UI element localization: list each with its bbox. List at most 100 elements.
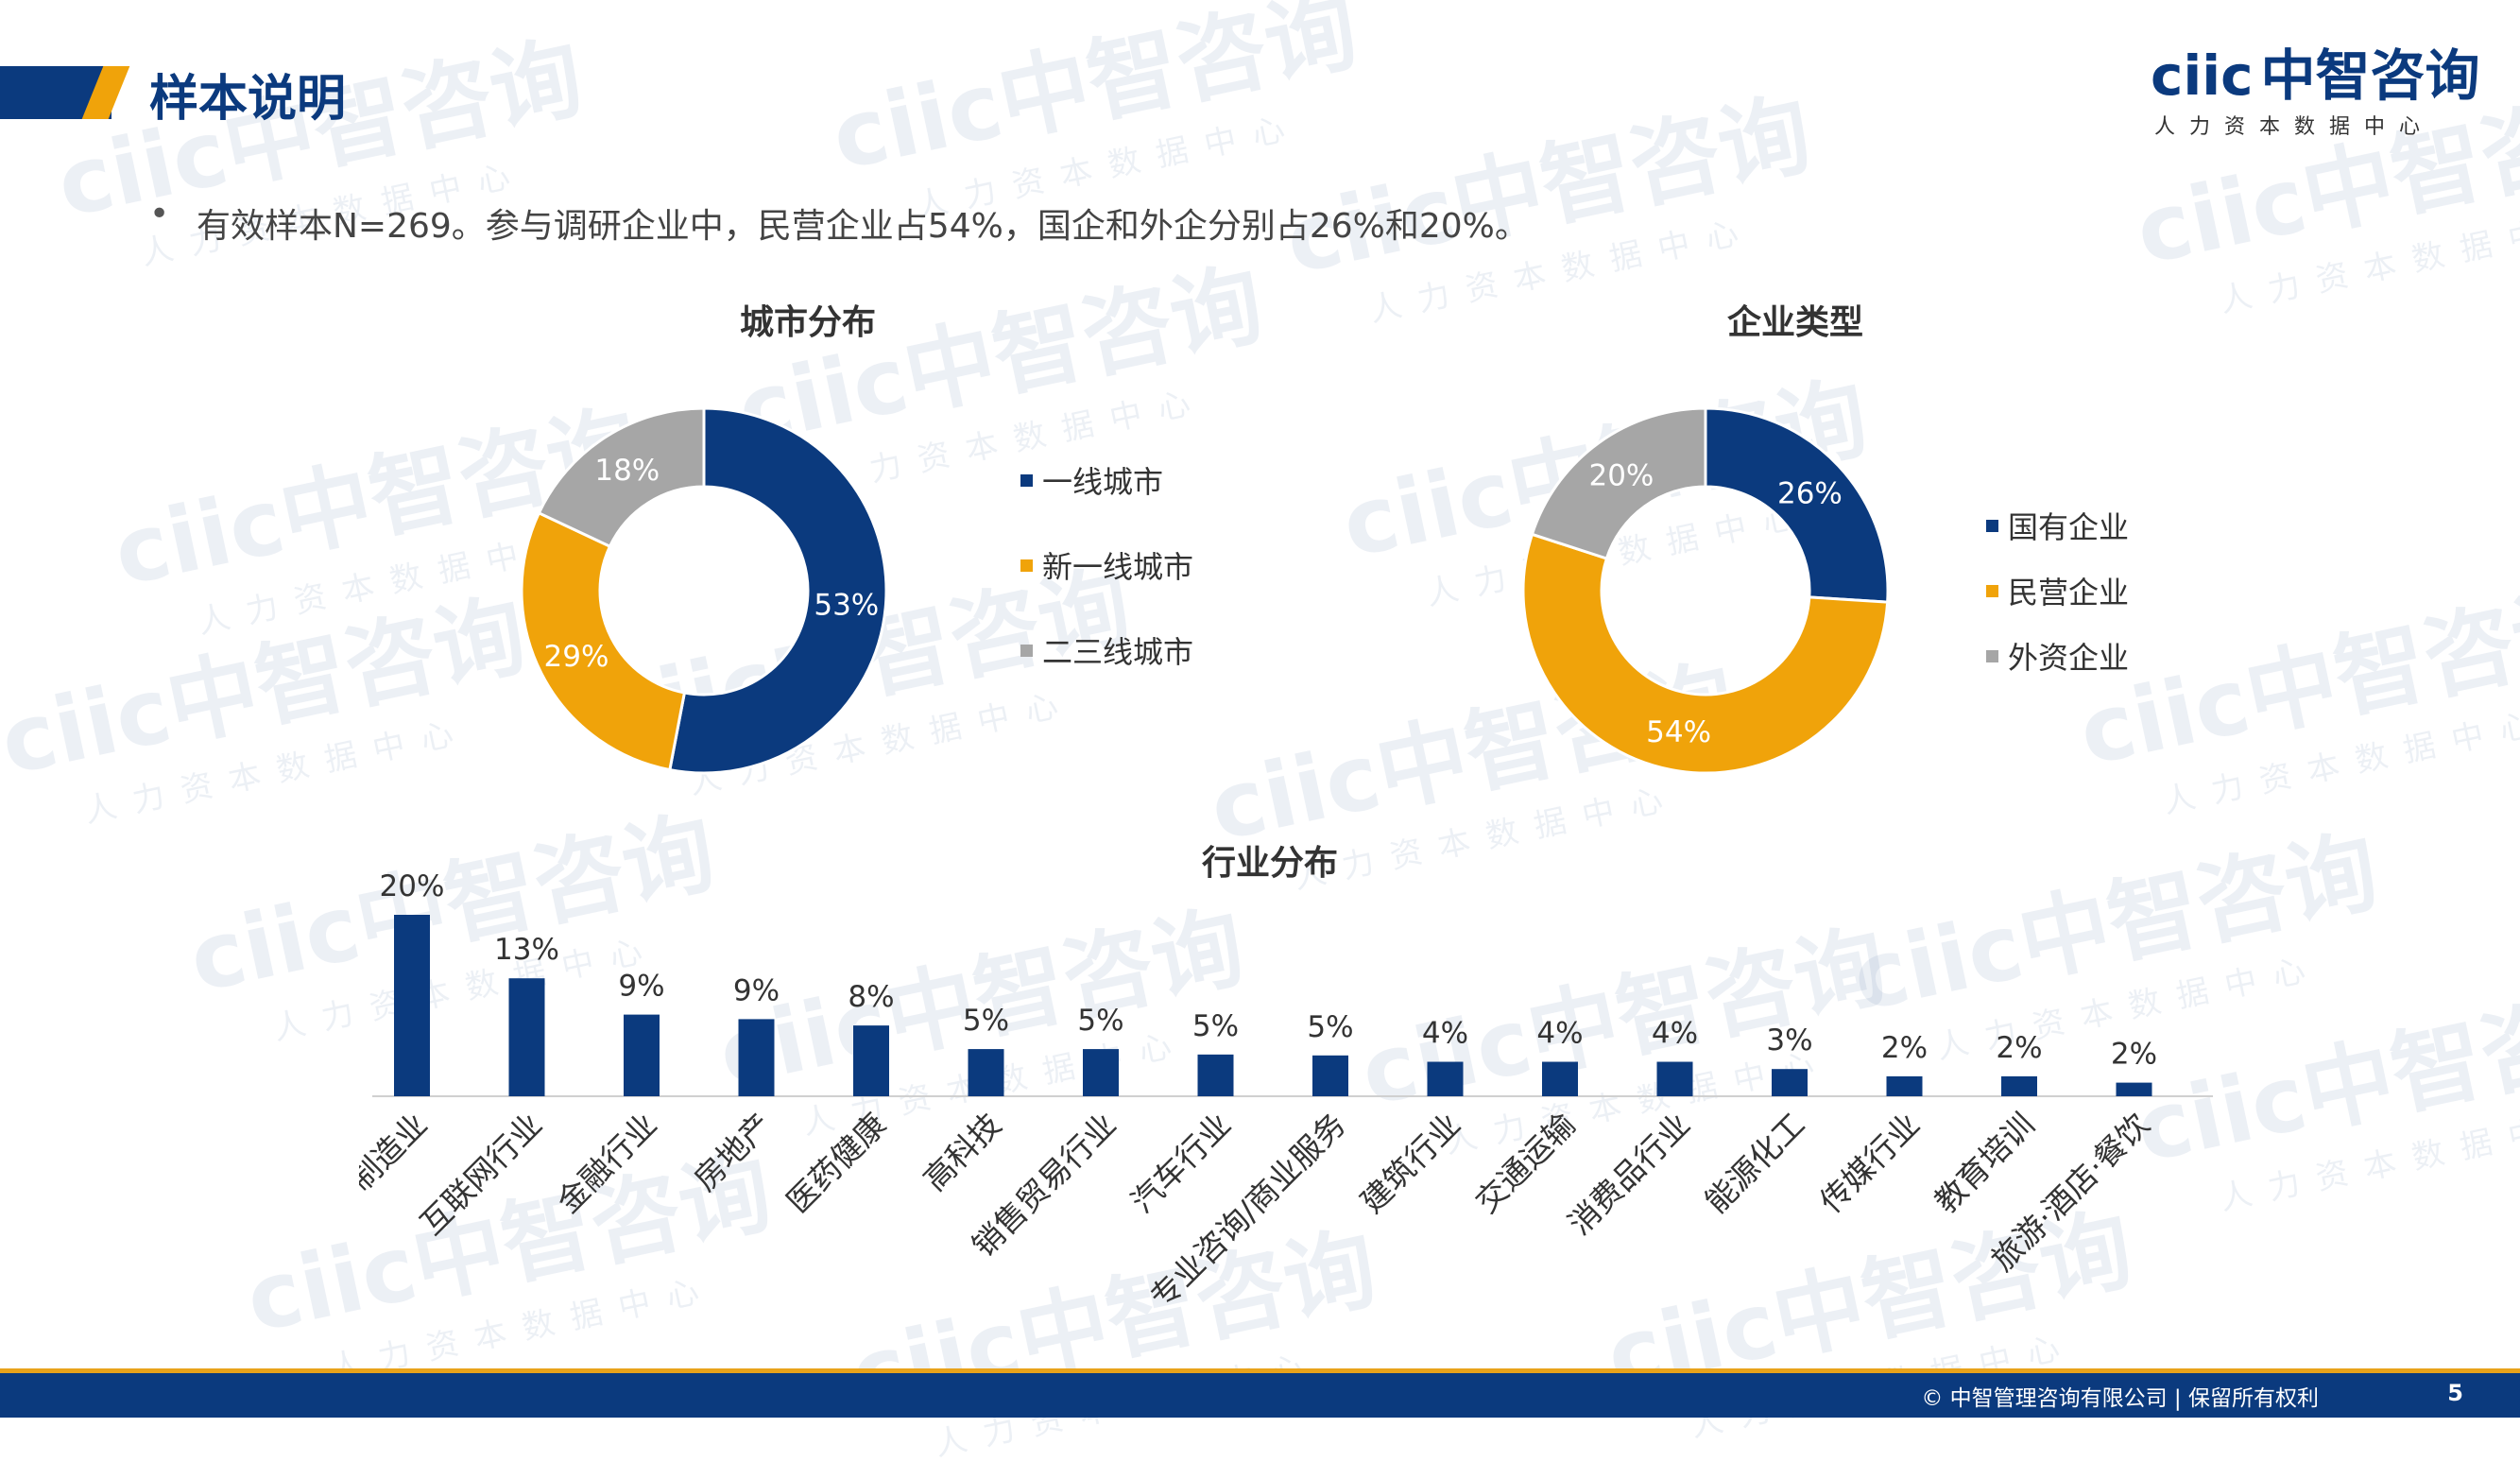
legend-label: 民营企业 (2008, 575, 2130, 611)
bar-value-label-5: 5% (963, 1004, 1009, 1038)
watermark-logo: ciic中智咨询 (823, 0, 1366, 191)
city-slice-label-2: 18% (594, 454, 660, 488)
bar-4 (853, 1025, 889, 1096)
bar-value-label-11: 4% (1652, 1017, 1698, 1051)
watermark-subtitle: 人力资本数据中心 (80, 712, 473, 832)
bar-11 (1656, 1061, 1693, 1096)
legend-label: 一线城市 (1042, 464, 1164, 500)
bar-value-label-9: 4% (1422, 1017, 1468, 1051)
city-slice-label-0: 53% (814, 588, 879, 622)
bar-category-label-9: 建筑行业 (1353, 1106, 1467, 1220)
city-slice-0 (668, 406, 888, 775)
industry-bar-chart: 20%制造业13%互联网行业9%金融行业9%房地产8%医药健康5%高科技5%销售… (359, 869, 2213, 1316)
bar-13 (1886, 1075, 1923, 1096)
enterprise-slice-label-0: 26% (1777, 476, 1843, 510)
bar-category-label-5: 高科技 (917, 1106, 1009, 1198)
bar-value-label-8: 5% (1307, 1010, 1353, 1044)
bar-value-label-14: 2% (1996, 1031, 2042, 1065)
bar-14 (2001, 1075, 2037, 1096)
bar-category-label-14: 教育培训 (1928, 1106, 2042, 1220)
legend-swatch (1986, 519, 1998, 532)
page-title: 样本说明 (149, 71, 347, 128)
city-chart-title: 城市分布 (740, 303, 877, 342)
city-slice-1 (520, 510, 687, 772)
logo-ciic: ciic (2151, 43, 2254, 108)
footer-bar (0, 1373, 2520, 1418)
legend-item-new-tier1: 新一线城市 (1020, 546, 1194, 585)
bar-value-label-10: 4% (1536, 1017, 1583, 1051)
enterprise-slice-label-2: 20% (1588, 458, 1654, 492)
footer-copyright: © 中智管理咨询有限公司 | 保留所有权利 (1921, 1386, 2319, 1411)
bar-category-label-0: 制造业 (359, 1106, 435, 1198)
watermark-subtitle: 人力资本数据中心 (2159, 702, 2520, 822)
bar-0 (394, 915, 430, 1096)
watermark-logo: ciic中智咨询 (0, 580, 535, 796)
enterprise-slice-label-1: 54% (1646, 715, 1711, 749)
bar-category-label-13: 传媒行业 (1812, 1106, 1927, 1220)
ciic-logo: ciic 中智咨询 人力资本数据中心 (2151, 43, 2480, 140)
bar-value-label-6: 5% (1077, 1004, 1123, 1038)
watermark-logo: ciic中智咨询 (2070, 571, 2520, 786)
page-number: 5 (2447, 1380, 2463, 1406)
bullet-icon: • (149, 195, 170, 233)
watermark-subtitle: 人力资本数据中心 (2216, 1099, 2520, 1219)
city-legend: 一线城市 新一线城市 二三线城市 (1020, 461, 1193, 716)
industry-chart-title: 行业分布 (1202, 844, 1339, 883)
watermark: ciic中智咨询人力资本数据中心 (0, 560, 545, 845)
watermark-subtitle: 人力资本数据中心 (2216, 201, 2520, 321)
enterprise-chart-title: 企业类型 (1727, 303, 1864, 342)
logo-name: 中智咨询 (2260, 43, 2480, 108)
bar-12 (1772, 1069, 1808, 1096)
enterprise-slice-0 (1704, 406, 1890, 604)
bar-2 (624, 1014, 660, 1096)
bar-value-label-0: 20% (380, 869, 445, 903)
summary-text: 有效样本N=269。参与调研企业中，民营企业占54%，国企和外企分别占26%和2… (197, 207, 1529, 246)
enterprise-donut-chart: 26% 54% 20% (1521, 406, 1890, 775)
logo-subtitle: 人力资本数据中心 (2154, 115, 2435, 139)
bar-value-label-7: 5% (1192, 1009, 1239, 1043)
city-donut-chart: 53% 29% 18% (520, 406, 888, 775)
bar-8 (1312, 1055, 1348, 1096)
bar-value-label-2: 9% (618, 970, 664, 1004)
bar-3 (738, 1019, 775, 1096)
bar-value-label-4: 8% (848, 980, 894, 1014)
logo-mark: ciic 中智咨询 (2151, 43, 2480, 108)
bar-category-label-12: 能源化工 (1698, 1106, 1812, 1220)
legend-item-private: 民营企业 (1986, 572, 2130, 611)
city-slice-label-1: 29% (544, 640, 609, 674)
watermark: ciic中智咨询人力资本数据中心 (2066, 551, 2520, 835)
watermark-logo: ciic中智咨询 (1277, 79, 1820, 295)
enterprise-slice-2 (1530, 406, 1707, 560)
legend-item-tier23: 二三线城市 (1020, 631, 1194, 670)
legend-swatch (1020, 644, 1033, 657)
bar-category-label-3: 房地产 (687, 1106, 780, 1198)
legend-label: 新一线城市 (1042, 549, 1194, 585)
bar-value-label-13: 2% (1881, 1031, 1928, 1065)
footer-accent-line (0, 1368, 2520, 1373)
legend-item-tier1: 一线城市 (1020, 461, 1193, 500)
legend-label: 二三线城市 (1042, 634, 1194, 670)
legend-swatch (1020, 559, 1033, 572)
bar-10 (1542, 1061, 1578, 1096)
bar-value-label-12: 3% (1766, 1023, 1812, 1058)
bar-category-label-8: 专业咨询/商业服务 (1143, 1106, 1353, 1316)
bar-category-label-1: 互联网行业 (413, 1106, 549, 1242)
legend-label: 外资企业 (2008, 640, 2130, 676)
bar-9 (1427, 1061, 1464, 1096)
bar-category-label-7: 汽车行业 (1123, 1106, 1238, 1220)
bar-15 (2116, 1082, 2152, 1096)
bar-value-label-15: 2% (2111, 1038, 2157, 1072)
bar-category-label-10: 交通运输 (1468, 1106, 1583, 1220)
bar-1 (508, 978, 545, 1096)
city-slice-2 (537, 406, 706, 549)
legend-item-soe: 国有企业 (1986, 507, 2129, 545)
bar-value-label-3: 9% (733, 973, 780, 1007)
legend-swatch (1020, 473, 1033, 487)
enterprise-legend: 国有企业 民营企业 外资企业 (1986, 507, 2129, 722)
bar-category-label-2: 金融行业 (550, 1106, 664, 1220)
bar-5 (968, 1049, 1004, 1096)
enterprise-slice-1 (1521, 532, 1890, 775)
bar-category-label-4: 医药健康 (780, 1106, 894, 1220)
legend-item-foreign: 外资企业 (1986, 637, 2130, 676)
bar-6 (1083, 1049, 1119, 1096)
